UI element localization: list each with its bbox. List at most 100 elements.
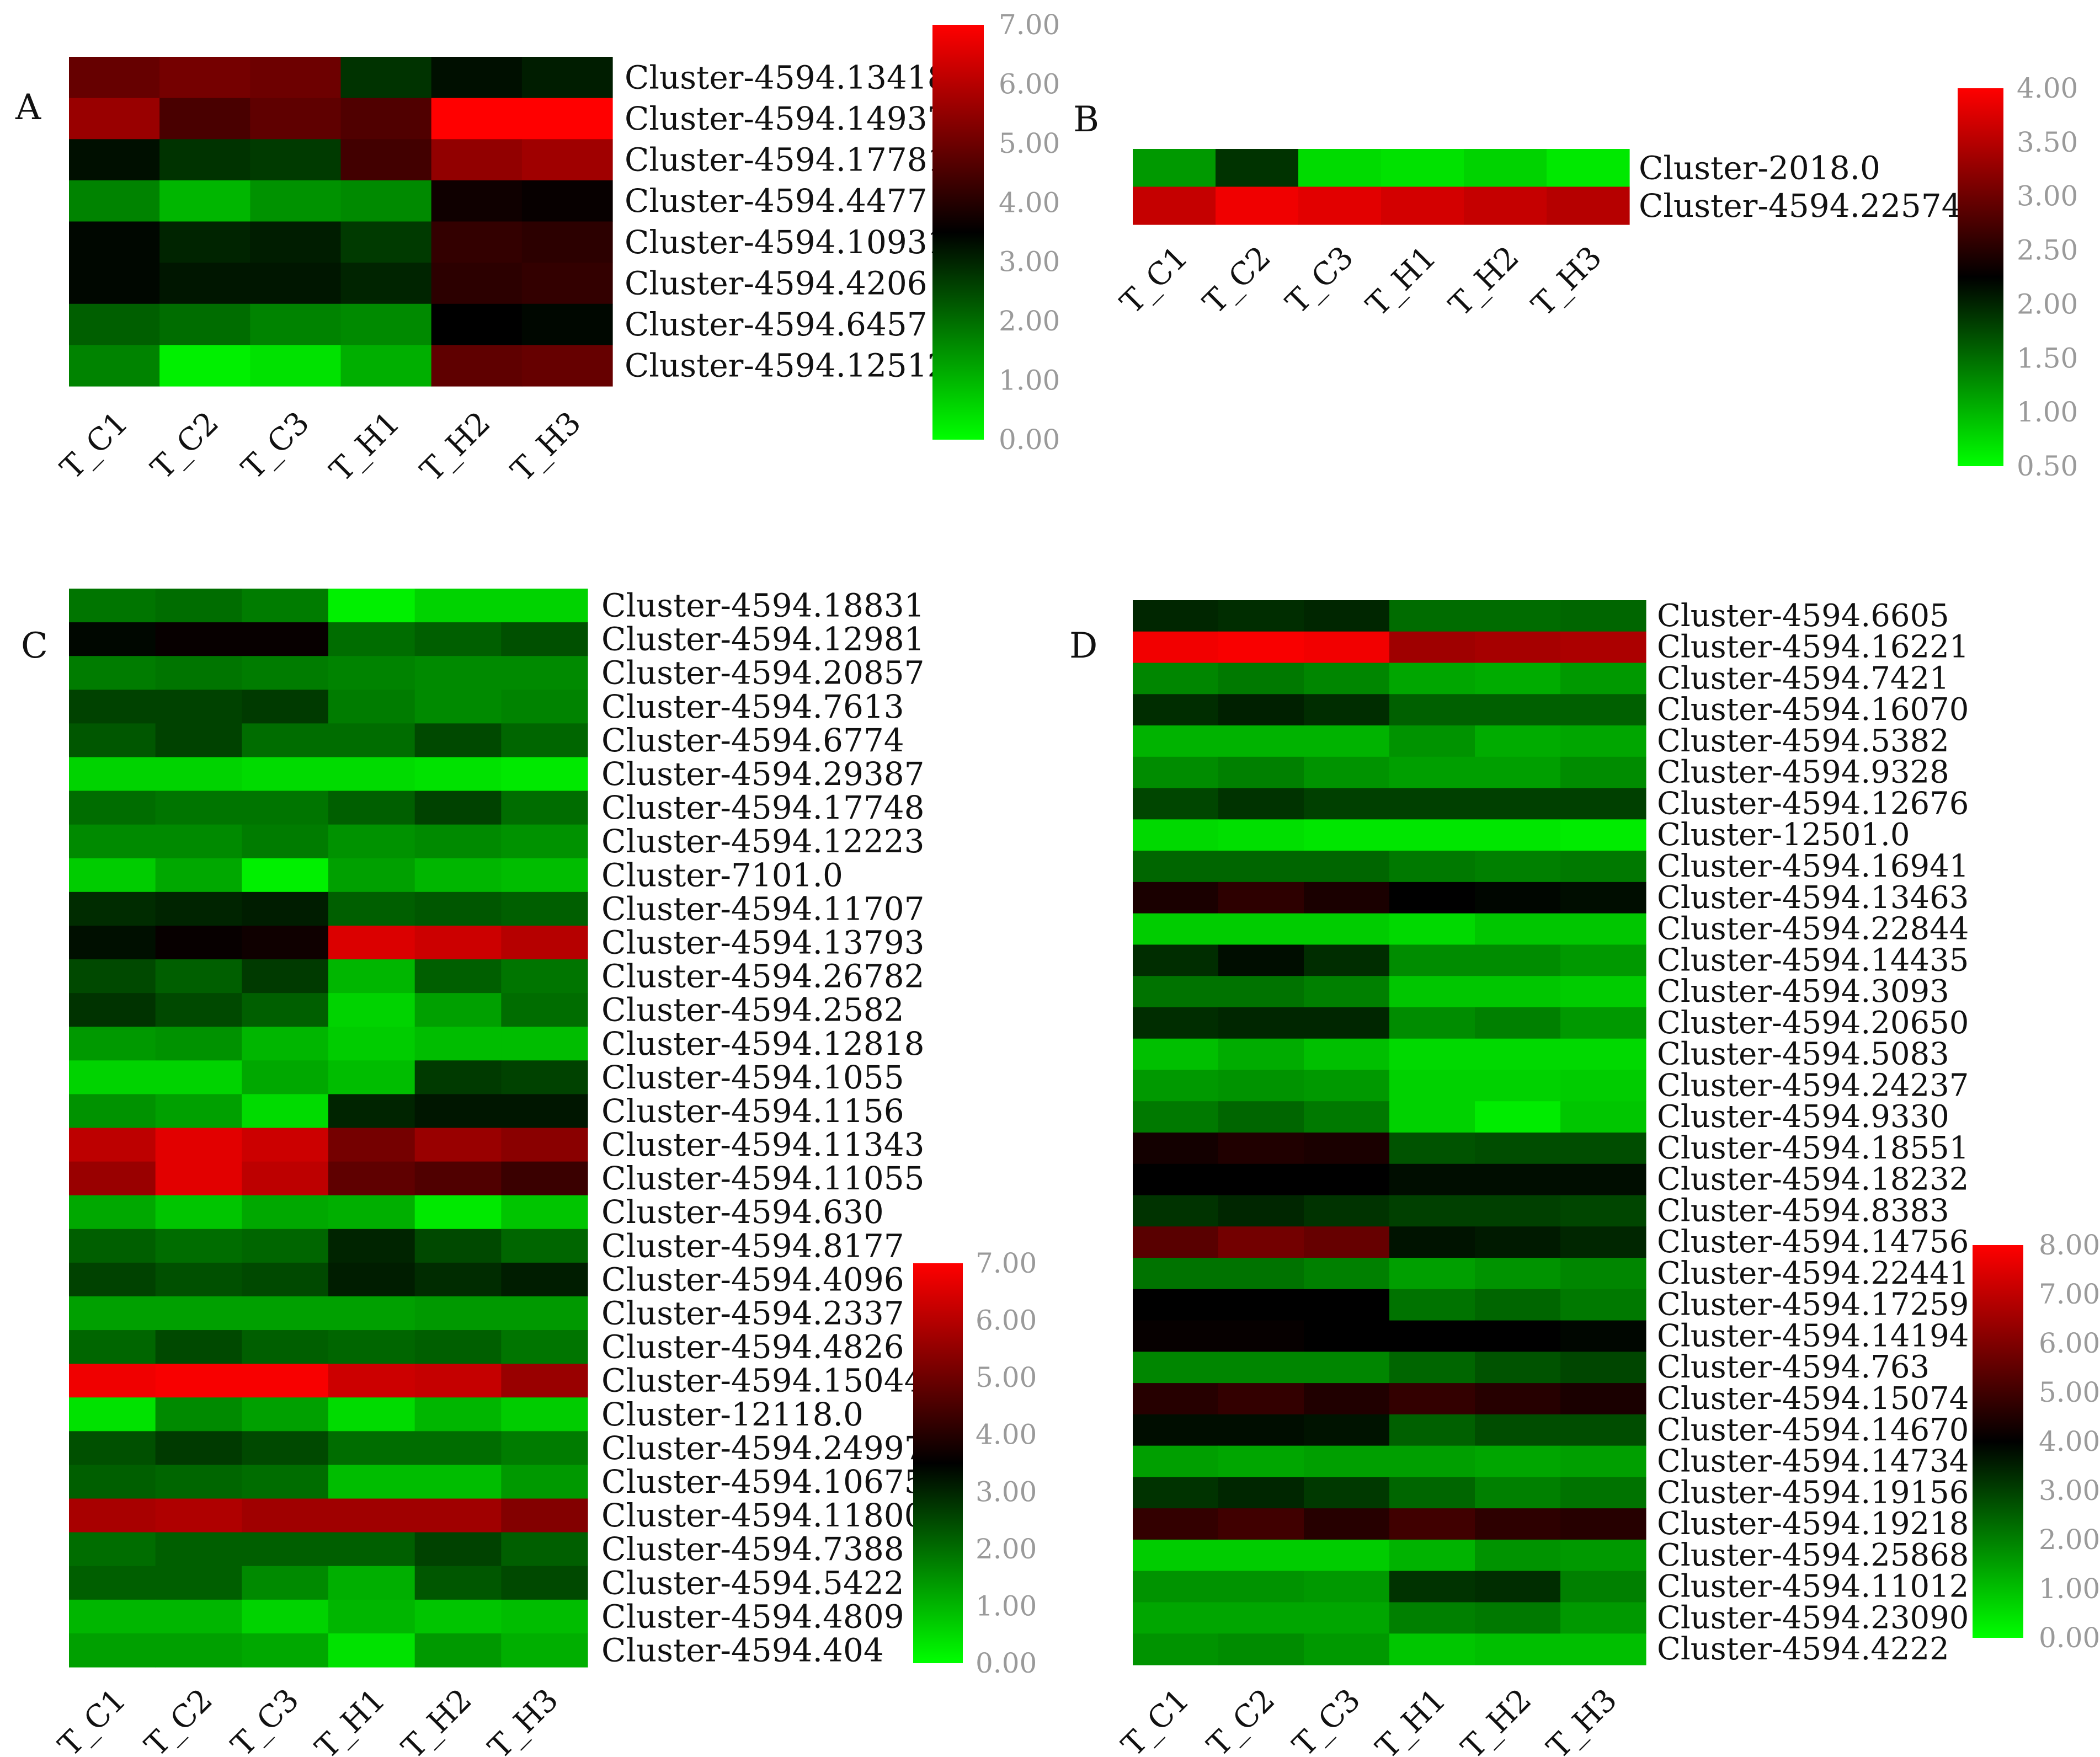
heatmap-cell	[501, 1599, 588, 1634]
column-label: T_C1	[52, 1682, 134, 1757]
heatmap-cell	[414, 1195, 502, 1230]
heatmap-cell	[1133, 976, 1219, 1008]
heatmap-cell	[1475, 1289, 1561, 1321]
heatmap-cell	[155, 622, 242, 656]
row-label: Cluster-4594.4096	[601, 1261, 904, 1298]
heatmap-cell	[340, 180, 432, 222]
heatmap-cell	[69, 858, 156, 893]
row-label: Cluster-4594.6605	[1657, 598, 1949, 634]
row-label: Cluster-4594.4477	[625, 182, 928, 220]
heatmap-cell	[69, 1599, 156, 1634]
colorbar-tick-label: 1.00	[999, 365, 1060, 397]
heatmap-cell	[1560, 1352, 1646, 1384]
heatmap-cell	[501, 824, 588, 859]
heatmap-cell	[1218, 663, 1304, 695]
heatmap-cell	[1560, 1226, 1646, 1258]
heatmap-cell	[1475, 1571, 1561, 1603]
row-label: Cluster-4594.1055	[601, 1059, 904, 1096]
row-label: Cluster-4594.763	[1657, 1349, 1930, 1385]
heatmap-cell	[1218, 725, 1304, 757]
row-label: Cluster-4594.23090	[1657, 1600, 1969, 1636]
colorbar-tick-label: 0.50	[2017, 450, 2078, 482]
heatmap-cell	[69, 1532, 156, 1567]
column-label: T_C3	[1279, 239, 1361, 321]
heatmap-cell	[414, 1330, 502, 1364]
heatmap-cell	[431, 263, 523, 305]
heatmap-cell	[1389, 1571, 1475, 1603]
heatmap-cell	[1475, 1477, 1561, 1509]
colorbar-tick-label: 7.00	[2039, 1278, 2100, 1310]
heatmap-cell	[414, 1465, 502, 1499]
heatmap-cell	[159, 180, 250, 222]
row-label: Cluster-4594.10931	[625, 223, 948, 261]
heatmap-cell	[155, 1296, 242, 1331]
row-label: Cluster-4594.8177	[601, 1227, 904, 1264]
heatmap-cell	[340, 139, 432, 181]
heatmap-cell	[1475, 631, 1561, 664]
colorbar-tick-label: 1.50	[2017, 342, 2078, 374]
column-label: T_C3	[235, 405, 317, 487]
heatmap-cell	[1475, 1539, 1561, 1572]
heatmap-cell	[69, 1397, 156, 1432]
heatmap-cell	[250, 263, 342, 305]
heatmap-cell	[69, 1296, 156, 1331]
heatmap-cell	[1389, 1289, 1475, 1321]
heatmap-cell	[340, 303, 432, 345]
heatmap-cell	[155, 1566, 242, 1600]
colorbar-tick-label: 0.00	[2039, 1622, 2100, 1654]
heatmap-cell	[1560, 631, 1646, 664]
heatmap-cell	[1547, 149, 1630, 188]
heatmap-cell	[69, 824, 156, 859]
heatmap-cell	[328, 791, 415, 825]
heatmap-cell	[1133, 1258, 1219, 1290]
colorbar-tick-label: 1.00	[2017, 396, 2078, 428]
heatmap-cell	[159, 57, 250, 99]
colorbar-tick-label: 4.00	[976, 1419, 1037, 1451]
heatmap-cell	[250, 303, 342, 345]
heatmap-cell	[1304, 1070, 1390, 1102]
heatmap-cell	[69, 589, 156, 623]
heatmap-cell	[1560, 913, 1646, 946]
heatmap-cell	[431, 345, 523, 387]
heatmap-cell	[69, 723, 156, 758]
heatmap-cell	[1381, 149, 1464, 188]
row-label: Cluster-4594.17781	[625, 141, 948, 179]
heatmap-cell	[1547, 186, 1630, 225]
column-label: T_H2	[395, 1682, 479, 1757]
heatmap-cell	[155, 1128, 242, 1162]
heatmap-cell	[1389, 851, 1475, 883]
heatmap-cell	[1216, 186, 1299, 225]
column-label: T_H1	[323, 405, 407, 489]
heatmap-cell	[1218, 1352, 1304, 1384]
heatmap-cell	[1133, 1070, 1219, 1102]
row-label: Cluster-4594.11800	[601, 1497, 925, 1534]
heatmap-cell	[1218, 1477, 1304, 1509]
column-label: T_H1	[1360, 239, 1443, 323]
heatmap-cell	[1560, 851, 1646, 883]
heatmap-cell	[1218, 1289, 1304, 1321]
colorbar-tick-label: 5.00	[999, 127, 1060, 159]
heatmap-cell	[242, 1296, 329, 1331]
heatmap-cell	[250, 139, 342, 181]
heatmap-cell	[414, 1498, 502, 1533]
column-label: T_H3	[482, 1682, 566, 1757]
heatmap-panel-c: Cluster-4594.18831Cluster-4594.12981Clus…	[52, 587, 1037, 1757]
heatmap-cell	[1475, 694, 1561, 726]
heatmap-cell	[1133, 1226, 1219, 1258]
heatmap-cell	[501, 1027, 588, 1061]
heatmap-cell	[414, 891, 502, 926]
heatmap-cell	[1475, 1258, 1561, 1290]
heatmap-cell	[414, 1128, 502, 1162]
heatmap-cell	[414, 1296, 502, 1331]
heatmap-cell	[1560, 756, 1646, 789]
row-label: Cluster-4594.9330	[1657, 1099, 1949, 1135]
heatmap-cell	[328, 858, 415, 893]
heatmap-cell	[328, 589, 415, 623]
heatmap-cell	[242, 622, 329, 656]
heatmap-cell	[242, 1465, 329, 1499]
heatmap-cell	[328, 1296, 415, 1331]
row-label: Cluster-4594.6457	[625, 306, 928, 343]
heatmap-cell	[1304, 756, 1390, 789]
colorbar-tick-label: 4.00	[2039, 1425, 2100, 1457]
heatmap-cell	[414, 690, 502, 724]
